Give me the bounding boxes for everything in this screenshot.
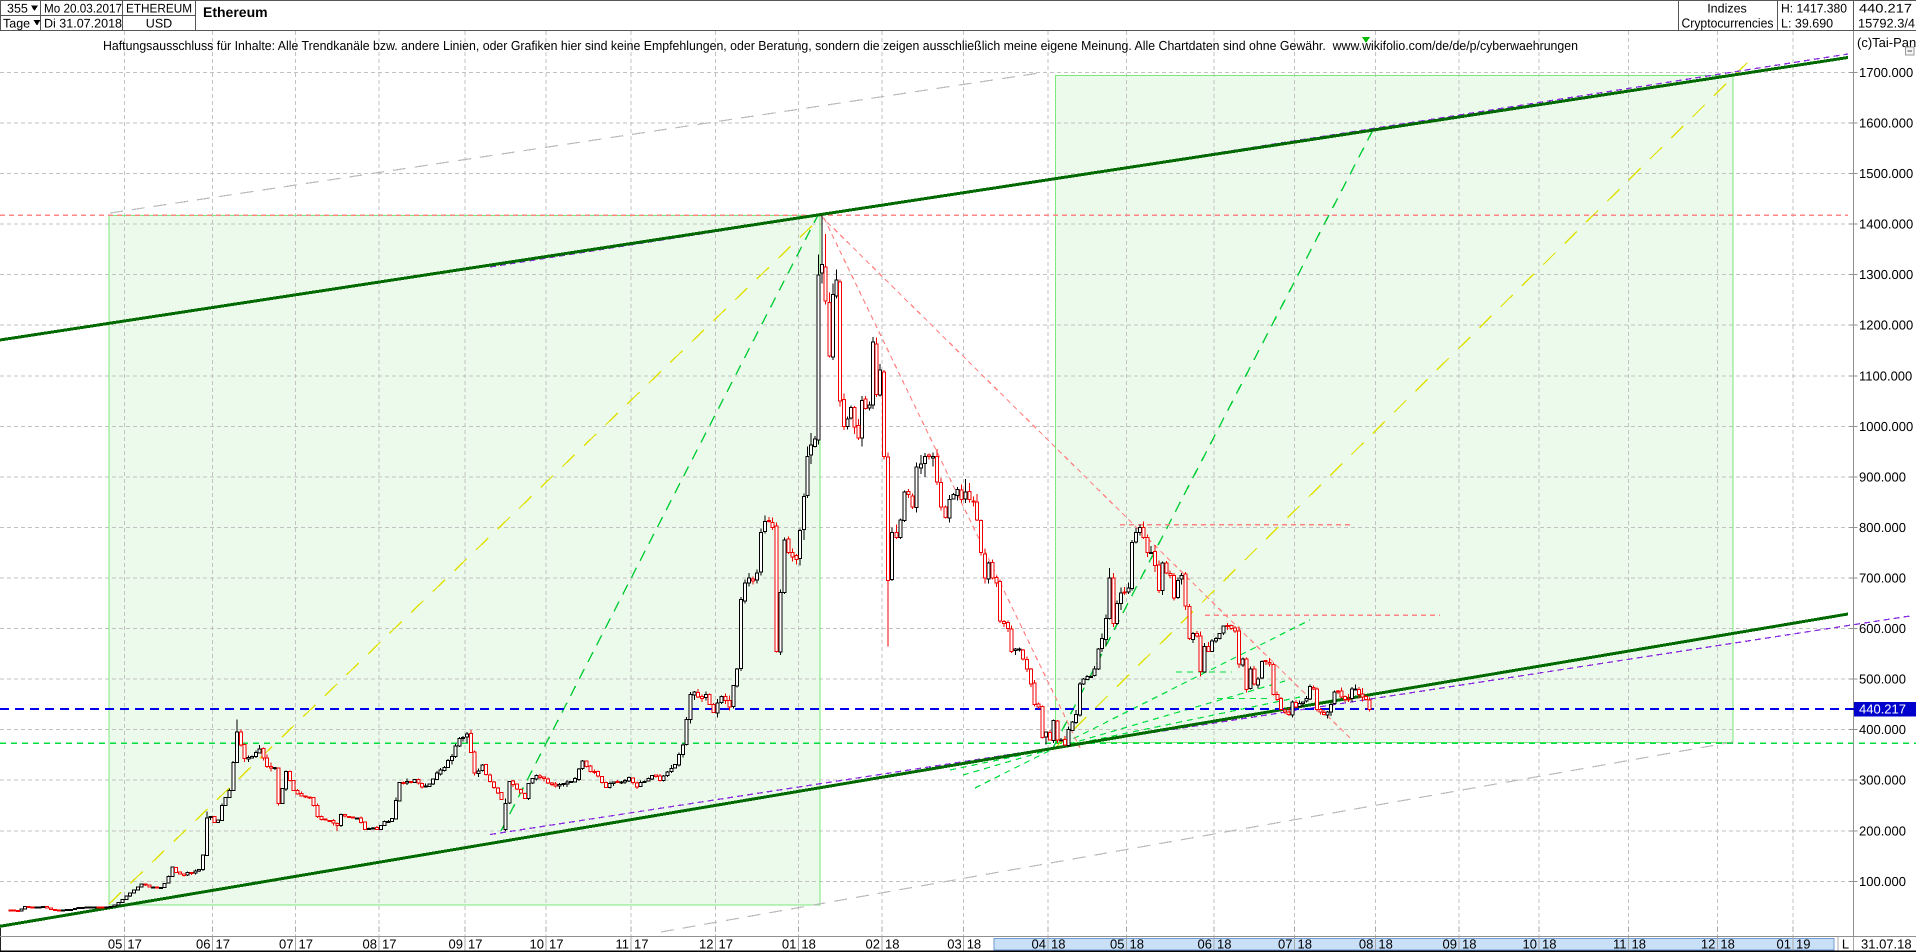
svg-text:18: 18	[1632, 937, 1646, 952]
svg-text:Cryptocurrencies: Cryptocurrencies	[1682, 16, 1774, 31]
svg-text:440.217: 440.217	[1859, 2, 1912, 16]
svg-text:18: 18	[1378, 937, 1392, 952]
svg-text:1700.000: 1700.000	[1859, 65, 1913, 80]
svg-text:18: 18	[1298, 937, 1312, 952]
svg-text:Indizes: Indizes	[1707, 2, 1747, 16]
svg-text:H: 1417.380: H: 1417.380	[1781, 2, 1847, 16]
svg-text:(c)Tai-Pan: (c)Tai-Pan	[1857, 35, 1916, 50]
svg-text:1100.000: 1100.000	[1859, 368, 1912, 383]
svg-text:1200.000: 1200.000	[1859, 318, 1913, 333]
svg-text:18: 18	[1462, 937, 1476, 952]
svg-text:200.000: 200.000	[1859, 823, 1906, 838]
svg-text:18: 18	[1051, 937, 1065, 952]
svg-text:Ethereum: Ethereum	[203, 4, 268, 20]
svg-text:07: 07	[279, 937, 293, 952]
svg-text:10: 10	[1523, 937, 1537, 952]
svg-text:08: 08	[1359, 937, 1373, 952]
svg-text:18: 18	[967, 937, 981, 952]
svg-text:400.000: 400.000	[1859, 722, 1906, 737]
svg-text:18: 18	[801, 937, 815, 952]
svg-text:1600.000: 1600.000	[1859, 116, 1913, 131]
svg-text:17: 17	[299, 937, 313, 952]
svg-text:L: L	[1842, 937, 1849, 952]
svg-text:02: 02	[866, 937, 880, 952]
svg-text:18: 18	[885, 937, 899, 952]
svg-text:17: 17	[382, 937, 396, 952]
svg-text:01: 01	[782, 937, 796, 952]
svg-text:18: 18	[1217, 937, 1231, 952]
svg-text:17: 17	[549, 937, 563, 952]
svg-text:06: 06	[196, 937, 210, 952]
svg-text:Haftungsausschluss für Inhalte: Haftungsausschluss für Inhalte: Alle Tre…	[103, 38, 1578, 53]
svg-text:18: 18	[1720, 937, 1734, 952]
svg-text:05: 05	[108, 937, 122, 952]
svg-text:900.000: 900.000	[1859, 469, 1906, 484]
svg-text:100.000: 100.000	[1859, 874, 1906, 889]
svg-text:12: 12	[699, 937, 713, 952]
svg-text:300.000: 300.000	[1859, 773, 1906, 788]
svg-text:Mo 20.03.2017: Mo 20.03.2017	[44, 2, 122, 16]
svg-text:USD: USD	[146, 17, 172, 31]
svg-text:17: 17	[719, 937, 733, 952]
svg-text:09: 09	[449, 937, 463, 952]
svg-text:07: 07	[1278, 937, 1292, 952]
svg-text:06: 06	[1198, 937, 1212, 952]
svg-text:18: 18	[1542, 937, 1556, 952]
svg-text:1500.000: 1500.000	[1859, 166, 1913, 181]
svg-text:12: 12	[1701, 937, 1715, 952]
svg-text:11: 11	[616, 937, 630, 952]
svg-text:17: 17	[216, 937, 230, 952]
svg-text:17: 17	[127, 937, 141, 952]
svg-text:440.217: 440.217	[1859, 702, 1906, 717]
svg-text:1000.000: 1000.000	[1859, 419, 1913, 434]
svg-text:500.000: 500.000	[1859, 672, 1906, 687]
svg-text:1300.000: 1300.000	[1859, 267, 1913, 282]
svg-text:800.000: 800.000	[1859, 520, 1906, 535]
svg-text:Di 31.07.2018: Di 31.07.2018	[44, 17, 122, 31]
svg-text:18: 18	[1130, 937, 1144, 952]
svg-text:31.07.18: 31.07.18	[1861, 937, 1912, 952]
svg-text:04: 04	[1032, 937, 1046, 952]
svg-text:ETHEREUM: ETHEREUM	[126, 2, 192, 16]
svg-text:01: 01	[1777, 937, 1791, 952]
svg-text:10: 10	[530, 937, 544, 952]
svg-text:Tage: Tage	[3, 17, 30, 31]
svg-text:600.000: 600.000	[1859, 621, 1906, 636]
svg-text:03: 03	[947, 937, 961, 952]
svg-text:17: 17	[634, 937, 648, 952]
svg-text:15792.3/4: 15792.3/4	[1858, 17, 1915, 31]
svg-text:19: 19	[1796, 937, 1810, 952]
svg-text:05: 05	[1110, 937, 1124, 952]
svg-text:L: 39.690: L: 39.690	[1781, 17, 1833, 31]
svg-text:1400.000: 1400.000	[1859, 217, 1913, 232]
svg-text:11: 11	[1613, 937, 1627, 952]
svg-text:355: 355	[7, 2, 28, 16]
svg-text:09: 09	[1443, 937, 1457, 952]
svg-text:17: 17	[468, 937, 482, 952]
svg-text:08: 08	[363, 937, 377, 952]
svg-text:700.000: 700.000	[1859, 571, 1906, 586]
